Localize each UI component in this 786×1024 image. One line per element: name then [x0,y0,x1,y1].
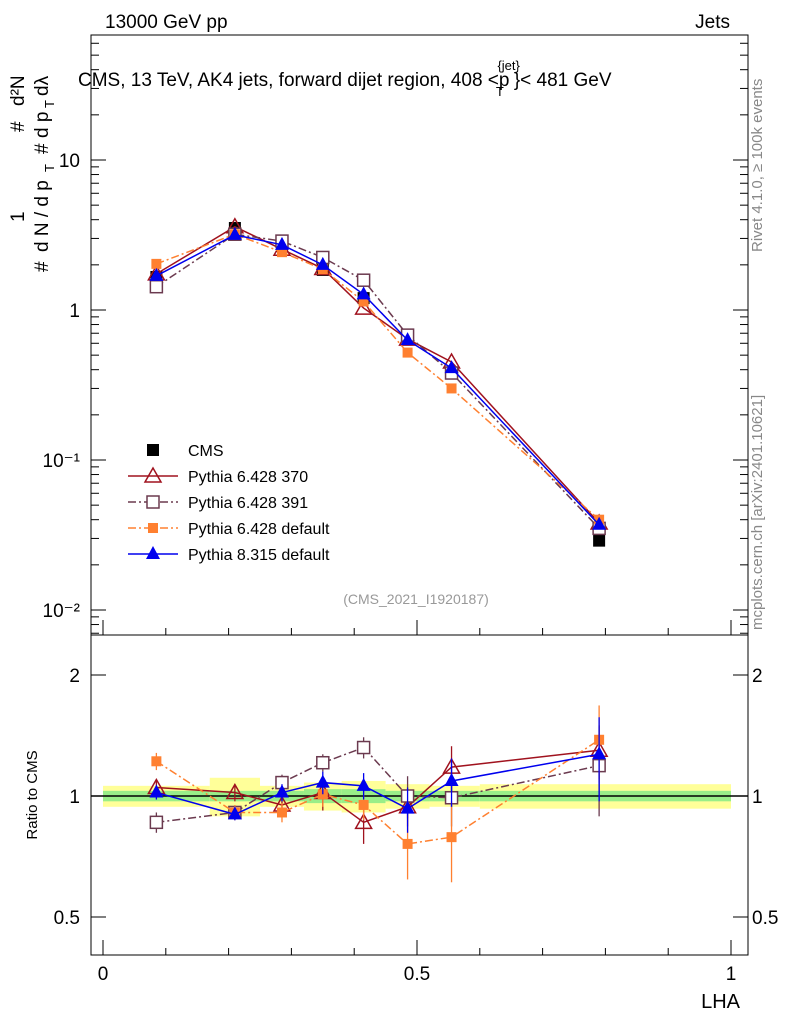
header-left: 13000 GeV pp [105,12,228,33]
svg-text:#: # [32,143,53,154]
series-line [155,225,600,524]
x-axis-label: LHA [701,991,741,1013]
ratio-point [402,838,413,849]
ratio-point [356,740,371,755]
x-tick-label: 0 [98,964,109,985]
data-point [446,383,457,394]
main-frame [90,34,749,636]
svg-text:#: # [32,261,53,272]
data-point [400,332,415,346]
ratio-point [225,783,245,800]
data-point [402,347,413,358]
series-layer [147,217,609,883]
ratio-point [356,777,371,791]
ratio-tick-label: 1 [69,787,80,808]
data-point [149,279,164,294]
series-line [155,233,600,529]
ratio-point [358,799,369,810]
ratio-point [400,800,415,814]
ratio-point [446,832,457,843]
y-axis-label: # d N / d p T 1 # d p T dλ # d²N [8,75,57,272]
y-tick-label: 10⁻² [43,601,81,622]
ratio-tick-label: 0.5 [54,908,80,929]
ratio-tick-label: 2 [69,666,80,687]
legend-marker [143,466,163,483]
analysis-watermark: (CMS_2021_I1920187) [343,591,489,607]
svg-text:d²N: d²N [8,75,29,106]
ratio-point [149,815,164,830]
data-point [151,258,162,269]
ratio-point [444,772,459,786]
ratio-line [156,746,600,824]
y-tick-label: 1 [69,301,80,322]
rivet-label: Rivet 4.1.0, ≥ 100k events [749,79,766,252]
ratio-tick-label-right: 1 [752,787,763,808]
legend-marker [146,495,160,509]
legend: CMS Pythia 6.428 370 Pythia 6.428 391 Pythi… [128,443,330,564]
ratio-point [592,746,607,760]
legend-label: Pythia 6.428 default [188,521,330,538]
data-point [315,256,330,270]
svg-text:1: 1 [8,211,29,222]
data-point [358,296,369,307]
x-tick-label: 1 [726,964,737,985]
legend-label: CMS [188,443,224,460]
series-line [156,234,600,526]
ratio-point [316,755,330,770]
ratio-point [149,784,164,798]
ratio-line [155,739,600,845]
data-point [354,298,373,315]
data-point [444,360,459,374]
mcplots-label: mcplots.cern.ch [arXiv:2401.10621] [749,395,766,630]
svg-text:#: # [8,121,29,132]
ratio-y-label: Ratio to CMS [24,750,41,839]
ratio-point [151,756,162,767]
ratio-frame [90,634,749,956]
legend-marker [146,546,160,559]
series-pythia-8-315-default [149,226,607,833]
x-tick-label: 0.5 [404,964,430,985]
data-point [592,516,607,530]
svg-text:T: T [42,164,57,172]
ratio-point [315,774,330,788]
data-point [356,273,371,287]
ratio-point [276,807,287,818]
data-point [149,267,164,281]
ratio-line [156,753,600,816]
data-point [593,534,606,547]
data-point [356,286,371,300]
ratio-point [227,806,242,820]
legend-label: Pythia 6.428 391 [188,495,308,512]
svg-text:d p: d p [32,112,53,138]
legend-marker [148,523,158,533]
chart-title: CMS, 13 TeV, AK4 jets, forward dijet reg… [78,58,612,99]
svg-text:dλ: dλ [32,75,53,96]
header-right: Jets [695,12,730,33]
data-point [274,236,289,250]
axis-ticks: 0 0.5 1 10 1 10⁻¹ 10⁻² 2 2 1 1 0.5 0.5 [43,42,778,985]
legend-marker [147,444,159,456]
ratio-tick-label-right: 0.5 [752,908,778,929]
legend-label: Pythia 8.315 default [188,547,330,564]
y-tick-label: 10⁻¹ [43,451,81,472]
data-point [276,247,287,258]
legend-label: Pythia 6.428 370 [188,469,308,486]
ratio-point [354,812,373,830]
svg-text:T: T [42,100,57,108]
data-point [227,226,242,240]
ratio-point [274,784,289,798]
ratio-tick-label-right: 2 [752,666,763,687]
svg-text:d N / d p: d N / d p [32,180,53,252]
y-tick-label: 10 [59,151,80,172]
